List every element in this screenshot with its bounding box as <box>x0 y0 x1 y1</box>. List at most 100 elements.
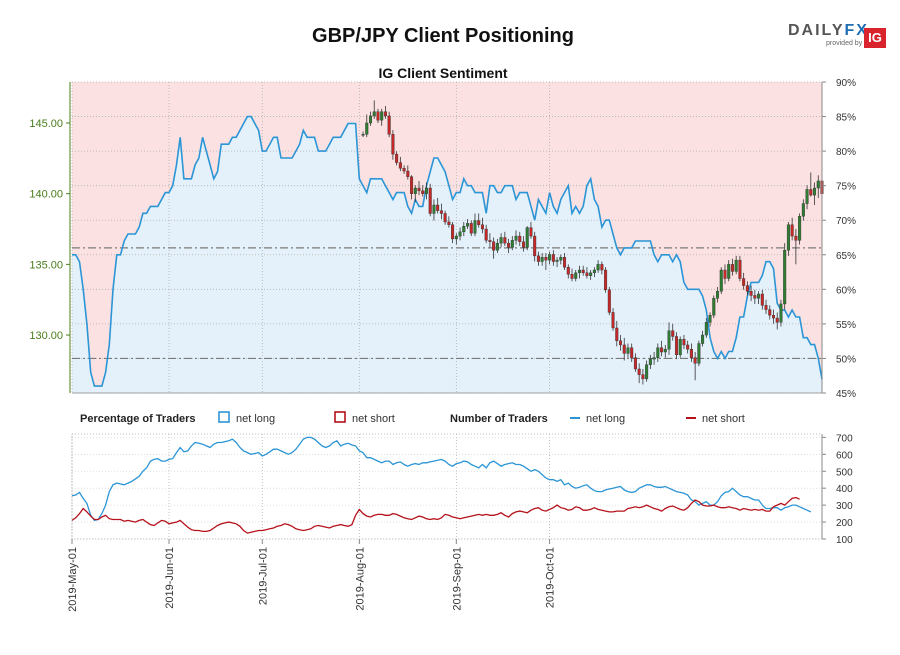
logo-brand-fx: FX <box>844 22 869 39</box>
candle-body <box>708 315 712 323</box>
candle-body <box>738 259 742 279</box>
candle-body <box>622 344 626 354</box>
candle-body <box>682 339 686 346</box>
candle-body <box>745 285 749 292</box>
candle-body <box>577 269 581 274</box>
candle-body <box>563 257 567 268</box>
candle-body <box>398 162 402 169</box>
x-tick-label: 2019-Jul-01 <box>257 547 269 605</box>
candle-body <box>674 336 678 356</box>
candle-body <box>376 111 380 121</box>
candle-body <box>619 340 623 346</box>
candle-body <box>596 264 600 271</box>
candle-body <box>801 203 805 217</box>
candle-body <box>521 241 525 248</box>
candle-body <box>652 357 656 360</box>
candle-body <box>432 204 436 214</box>
legend-num-title: Number of Traders <box>450 413 548 425</box>
candle-body <box>742 278 746 286</box>
count-tick-label: 200 <box>836 518 853 529</box>
candle-body <box>648 358 652 365</box>
legend-pct-long-swatch <box>218 411 230 423</box>
candle-body <box>439 210 443 214</box>
legend-pct-long-label: net long <box>236 413 275 425</box>
legend-num-short-label: net short <box>702 413 745 425</box>
candle-body <box>660 347 664 353</box>
candle-body <box>477 220 481 225</box>
candle-body <box>809 189 813 196</box>
candle-body <box>667 330 671 350</box>
price-tick-label: 130.00 <box>29 330 63 342</box>
x-tick-label: 2019-Jun-01 <box>164 547 176 609</box>
candle-body <box>704 322 708 336</box>
candle-body <box>436 204 440 211</box>
candle-body <box>443 213 447 223</box>
candle-body <box>473 220 477 234</box>
count-tick-label: 700 <box>836 433 853 444</box>
legend-num-long-label: net long <box>586 413 625 425</box>
candle-body <box>805 189 809 204</box>
candle-body <box>783 250 787 305</box>
candle-body <box>536 255 540 262</box>
candle-body <box>484 228 488 241</box>
candle-body <box>469 223 473 234</box>
candle-body <box>633 357 637 370</box>
candle-body <box>428 187 432 214</box>
net-short-count-line <box>71 496 800 534</box>
candle-body <box>510 240 514 248</box>
candle-body <box>730 264 734 272</box>
count-tick-label: 400 <box>836 484 853 495</box>
candle-body <box>641 374 645 380</box>
candle-body <box>466 223 470 227</box>
price-tick-label: 145.00 <box>29 118 63 130</box>
candle-body <box>581 269 585 274</box>
candle-body <box>615 327 619 341</box>
candle-body <box>723 269 727 279</box>
price-tick-label: 135.00 <box>29 259 63 271</box>
candle-body <box>611 312 615 329</box>
candle-body <box>798 216 802 241</box>
candle-body <box>369 115 373 124</box>
candle-body <box>630 347 634 358</box>
count-tick-label: 100 <box>836 535 853 546</box>
candle-body <box>548 254 552 261</box>
candle-body <box>693 357 697 364</box>
pct-tick-label: 60% <box>836 285 856 296</box>
candle-body <box>454 235 458 240</box>
candle-body <box>462 225 466 233</box>
x-tick-label: 2019-Oct-01 <box>545 547 557 608</box>
candle-body <box>697 343 701 364</box>
candle-body <box>794 235 798 241</box>
x-tick-label: 2019-May-01 <box>67 547 79 612</box>
candle-body <box>533 235 537 257</box>
candle-body <box>417 187 421 192</box>
candle-body <box>361 134 365 136</box>
candle-body <box>813 187 817 196</box>
legend-pct-title: Percentage of Traders <box>80 413 196 425</box>
candle-body <box>712 298 716 316</box>
candle-body <box>503 237 507 244</box>
candle-body <box>585 272 589 276</box>
candle-body <box>387 115 391 135</box>
candle-body <box>701 334 705 344</box>
count-tick-label: 300 <box>836 501 853 512</box>
pct-tick-label: 85% <box>836 113 856 124</box>
candle-body <box>671 330 675 337</box>
pct-tick-label: 50% <box>836 354 856 365</box>
logo-provided-by: provided by <box>826 40 863 47</box>
candle-body <box>525 227 529 248</box>
candle-body <box>768 309 772 316</box>
candle-body <box>716 291 720 299</box>
candle-body <box>760 293 764 306</box>
candle-body <box>413 187 417 194</box>
candle-body <box>749 291 753 296</box>
candle-body <box>790 224 794 237</box>
candle-body <box>529 227 533 237</box>
price-tick-label: 140.00 <box>29 189 63 201</box>
lower-panel-frame <box>71 433 823 540</box>
candle-body <box>492 241 496 251</box>
pct-tick-label: 55% <box>836 320 856 331</box>
candle-body <box>406 170 410 177</box>
